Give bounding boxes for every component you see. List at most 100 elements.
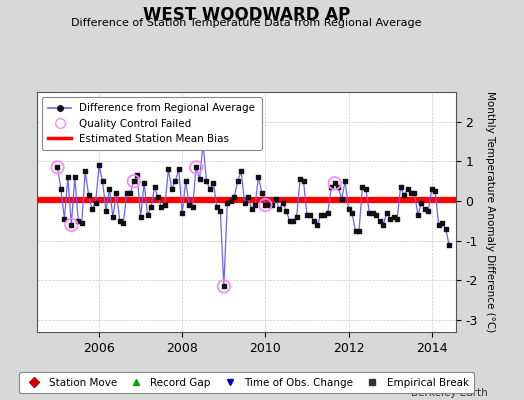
Point bbox=[421, 206, 429, 212]
Point bbox=[341, 178, 350, 184]
Point bbox=[289, 218, 297, 224]
Point bbox=[344, 206, 353, 212]
Text: Berkeley Earth: Berkeley Earth bbox=[411, 388, 487, 398]
Point bbox=[199, 140, 207, 147]
Point bbox=[331, 180, 339, 186]
Point bbox=[53, 164, 62, 170]
Point bbox=[189, 204, 197, 210]
Point bbox=[445, 242, 453, 248]
Point bbox=[119, 220, 127, 226]
Point bbox=[81, 168, 90, 174]
Point bbox=[53, 164, 62, 170]
Point bbox=[254, 174, 263, 180]
Point bbox=[261, 202, 270, 208]
Point bbox=[88, 206, 96, 212]
Point bbox=[64, 174, 72, 180]
Point bbox=[102, 208, 110, 214]
Point bbox=[348, 210, 356, 216]
Point bbox=[306, 212, 314, 218]
Point bbox=[320, 212, 329, 218]
Point bbox=[71, 174, 79, 180]
Point bbox=[164, 166, 172, 172]
Point bbox=[261, 202, 270, 208]
Point bbox=[129, 178, 138, 184]
Point bbox=[292, 214, 301, 220]
Point bbox=[279, 200, 287, 206]
Point bbox=[202, 178, 211, 184]
Point bbox=[129, 178, 138, 184]
Point bbox=[417, 200, 425, 206]
Point bbox=[310, 218, 318, 224]
Point bbox=[209, 180, 217, 186]
Point bbox=[372, 212, 380, 218]
Point bbox=[303, 212, 311, 218]
Point bbox=[299, 178, 308, 184]
Point bbox=[355, 228, 363, 234]
Point bbox=[178, 210, 187, 216]
Point bbox=[424, 208, 432, 214]
Point bbox=[133, 172, 141, 178]
Point bbox=[331, 180, 339, 186]
Point bbox=[144, 212, 152, 218]
Point bbox=[282, 208, 290, 214]
Point bbox=[376, 218, 384, 224]
Point bbox=[161, 202, 169, 208]
Point bbox=[362, 186, 370, 192]
Point bbox=[230, 194, 238, 200]
Point bbox=[393, 216, 401, 222]
Point bbox=[316, 212, 325, 218]
Point bbox=[403, 186, 412, 192]
Point bbox=[206, 186, 214, 192]
Point bbox=[247, 206, 256, 212]
Point bbox=[383, 210, 391, 216]
Point bbox=[365, 210, 374, 216]
Point bbox=[286, 218, 294, 224]
Point bbox=[168, 186, 176, 192]
Point bbox=[241, 200, 249, 206]
Point bbox=[192, 164, 200, 170]
Point bbox=[431, 188, 440, 194]
Point bbox=[150, 184, 159, 190]
Point bbox=[313, 222, 322, 228]
Point bbox=[95, 162, 103, 168]
Point bbox=[226, 198, 235, 204]
Point bbox=[396, 184, 405, 190]
Point bbox=[337, 196, 346, 202]
Point bbox=[251, 202, 259, 208]
Point bbox=[84, 192, 93, 198]
Point bbox=[438, 220, 446, 226]
Point bbox=[136, 214, 145, 220]
Point bbox=[296, 176, 304, 182]
Point bbox=[147, 204, 155, 210]
Point bbox=[174, 166, 183, 172]
Point bbox=[112, 190, 121, 196]
Text: WEST WOODWARD AP: WEST WOODWARD AP bbox=[143, 6, 350, 24]
Point bbox=[258, 190, 266, 196]
Point bbox=[265, 202, 273, 208]
Point bbox=[105, 186, 114, 192]
Point bbox=[334, 184, 342, 190]
Point bbox=[185, 202, 193, 208]
Point bbox=[192, 164, 200, 170]
Point bbox=[434, 222, 443, 228]
Point bbox=[369, 210, 377, 216]
Point bbox=[109, 214, 117, 220]
Point bbox=[244, 194, 252, 200]
Point bbox=[410, 190, 419, 196]
Point bbox=[57, 186, 65, 192]
Point bbox=[74, 218, 82, 224]
Point bbox=[271, 196, 280, 202]
Point bbox=[389, 214, 398, 220]
Point bbox=[181, 178, 190, 184]
Point bbox=[154, 194, 162, 200]
Point bbox=[199, 140, 207, 147]
Point bbox=[351, 228, 359, 234]
Point bbox=[275, 206, 283, 212]
Point bbox=[400, 192, 408, 198]
Point bbox=[123, 190, 131, 196]
Legend: Station Move, Record Gap, Time of Obs. Change, Empirical Break: Station Move, Record Gap, Time of Obs. C… bbox=[19, 372, 474, 393]
Point bbox=[414, 212, 422, 218]
Point bbox=[441, 226, 450, 232]
Point bbox=[237, 168, 245, 174]
Point bbox=[327, 184, 335, 190]
